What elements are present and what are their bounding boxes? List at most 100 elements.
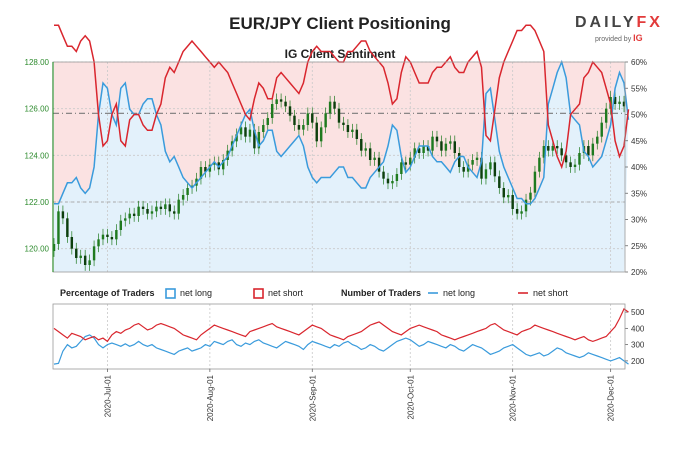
candle-body [560,148,563,156]
candle-body [587,146,590,156]
candle [181,189,185,206]
candle-body [622,101,626,107]
candle-body [600,122,603,137]
candle [306,107,310,131]
candle-body [315,122,318,142]
candle [213,156,216,171]
candle-body [475,157,479,160]
candle [337,102,341,129]
candle-body [124,218,127,221]
candle [150,205,154,220]
candle [52,238,56,257]
candle-body [177,199,180,214]
candle-body [106,234,109,237]
candle-body [409,157,412,165]
candle-body [480,157,483,179]
candle [395,168,399,187]
net-long-count-line [53,334,629,365]
candle [75,242,78,264]
candle-body [618,101,621,104]
candle [159,200,163,215]
candle-body [462,167,465,172]
candle [573,158,577,173]
candle-body [604,108,608,123]
candle [293,109,296,131]
candle [262,119,265,138]
pct-tick-label: 60% [631,58,647,67]
candle [270,98,274,124]
count-tick-label: 200 [631,357,645,366]
candle-body [333,101,336,109]
candle-body [302,125,305,130]
candle [83,249,87,271]
candle-body [79,255,82,258]
pct-tick-label: 20% [631,268,647,277]
candle [155,200,158,218]
candle-body [128,213,131,219]
candle [328,95,332,120]
candle [137,200,140,222]
candle [555,140,559,155]
candle-body [337,108,341,123]
candle-body [489,162,492,170]
candle [124,212,127,227]
candle [529,186,532,206]
candle-body [524,199,528,212]
candle [542,140,546,164]
candle [244,121,247,143]
candle [128,207,131,225]
candle-body [533,171,537,193]
candle-body [493,162,497,177]
candle-body [342,122,345,125]
candle-body [324,113,327,128]
candle [591,137,595,162]
candle-body [244,127,247,137]
candle [355,123,359,145]
candle [569,156,572,173]
candle-body [199,167,203,179]
legend: Percentage of Traders net long net short… [60,288,569,299]
legend-pct-title: Percentage of Traders [60,288,155,298]
candle [622,95,626,113]
pct-tick-label: 40% [631,163,647,172]
candle [400,156,403,180]
candle [101,228,105,246]
x-tick-label: 2020-Sep-01 [308,374,317,421]
candle [311,107,314,129]
candle [422,140,425,159]
price-tick-label: 120.00 [25,245,50,254]
candle [547,140,550,157]
legend-num-long: net long [443,288,475,298]
candle [533,165,537,199]
candle [386,172,390,190]
x-tick-label: 2020-Aug-01 [206,374,215,421]
candle [471,154,474,171]
candle-body [75,248,78,258]
candle [484,163,488,185]
candle-body [235,134,238,142]
legend-pct-long: net long [180,288,212,298]
candle-body [368,148,372,160]
candle-body [404,162,408,165]
candle [600,116,603,143]
candle-body [181,195,185,200]
net-short-count-line [53,307,629,343]
candle [440,135,443,157]
candle [115,224,118,246]
candle-body [213,162,216,165]
candle-body [253,129,256,149]
candle [333,95,336,115]
candle [596,130,599,150]
candle-body [458,153,461,167]
candle-body [239,127,243,135]
candle [315,116,318,148]
candle-body [351,129,354,132]
candle-body [328,101,332,114]
short-fill-area [54,62,629,204]
candle [515,203,519,220]
logo-provided: provided by [595,36,632,43]
candle-body [555,146,559,149]
price-tick-label: 124.00 [25,151,50,160]
candle-body [391,181,394,184]
candle [417,142,421,159]
